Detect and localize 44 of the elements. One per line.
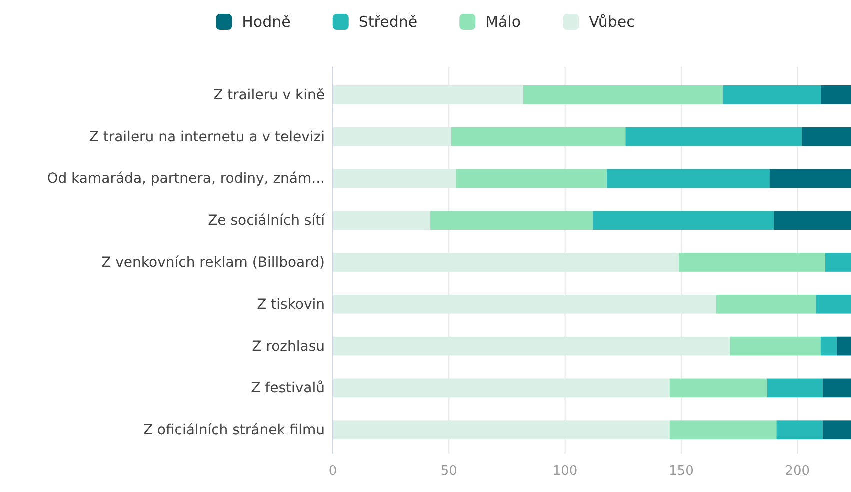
bar xyxy=(451,127,626,146)
bar xyxy=(456,169,608,188)
bar xyxy=(767,378,824,398)
bar xyxy=(823,420,851,440)
bar xyxy=(823,378,851,398)
bar xyxy=(333,211,431,230)
y-tick-label: Z oficiálních stránek filmu xyxy=(143,422,325,439)
y-tick-label: Z venkovních reklam (Billboard) xyxy=(102,254,325,271)
y-tick-label: Od kamaráda, partnera, rodiny, znám... xyxy=(47,171,325,188)
bar xyxy=(774,211,851,230)
legend-label: Málo xyxy=(486,13,522,31)
bar xyxy=(716,294,816,314)
bar xyxy=(837,336,851,356)
y-tick-label: Z tiskovin xyxy=(257,296,325,313)
bar xyxy=(670,420,777,440)
bar xyxy=(816,294,851,314)
bar xyxy=(730,336,821,356)
bar xyxy=(626,127,802,146)
bar xyxy=(802,127,851,146)
bar xyxy=(523,85,724,104)
legend-label: Hodně xyxy=(242,13,291,31)
bar xyxy=(776,420,824,440)
y-tick-label: Z festivalů xyxy=(251,380,325,397)
x-tick-label: 200 xyxy=(785,464,810,480)
bar xyxy=(820,336,838,356)
x-tick-label: 0 xyxy=(328,464,338,480)
y-tick-label: Ze sociálních sítí xyxy=(208,213,326,230)
bar xyxy=(825,253,851,272)
bar xyxy=(820,85,851,104)
bar xyxy=(770,169,851,188)
legend-label: Vůbec xyxy=(589,13,635,31)
bar xyxy=(670,378,768,398)
y-tick-label: Z traileru na internetu a v televizi xyxy=(89,129,325,146)
bar xyxy=(723,85,821,104)
bar xyxy=(679,253,826,272)
y-tick-label: Z rozhlasu xyxy=(252,338,325,355)
y-tick-label: Z traileru v kině xyxy=(213,87,325,104)
x-tick-label: 100 xyxy=(552,464,578,480)
bar xyxy=(593,211,774,230)
bar xyxy=(607,169,770,188)
x-tick-label: 150 xyxy=(669,464,694,480)
x-tick-label: 50 xyxy=(440,464,458,480)
legend-label: Středně xyxy=(358,13,418,31)
bar xyxy=(430,211,594,230)
